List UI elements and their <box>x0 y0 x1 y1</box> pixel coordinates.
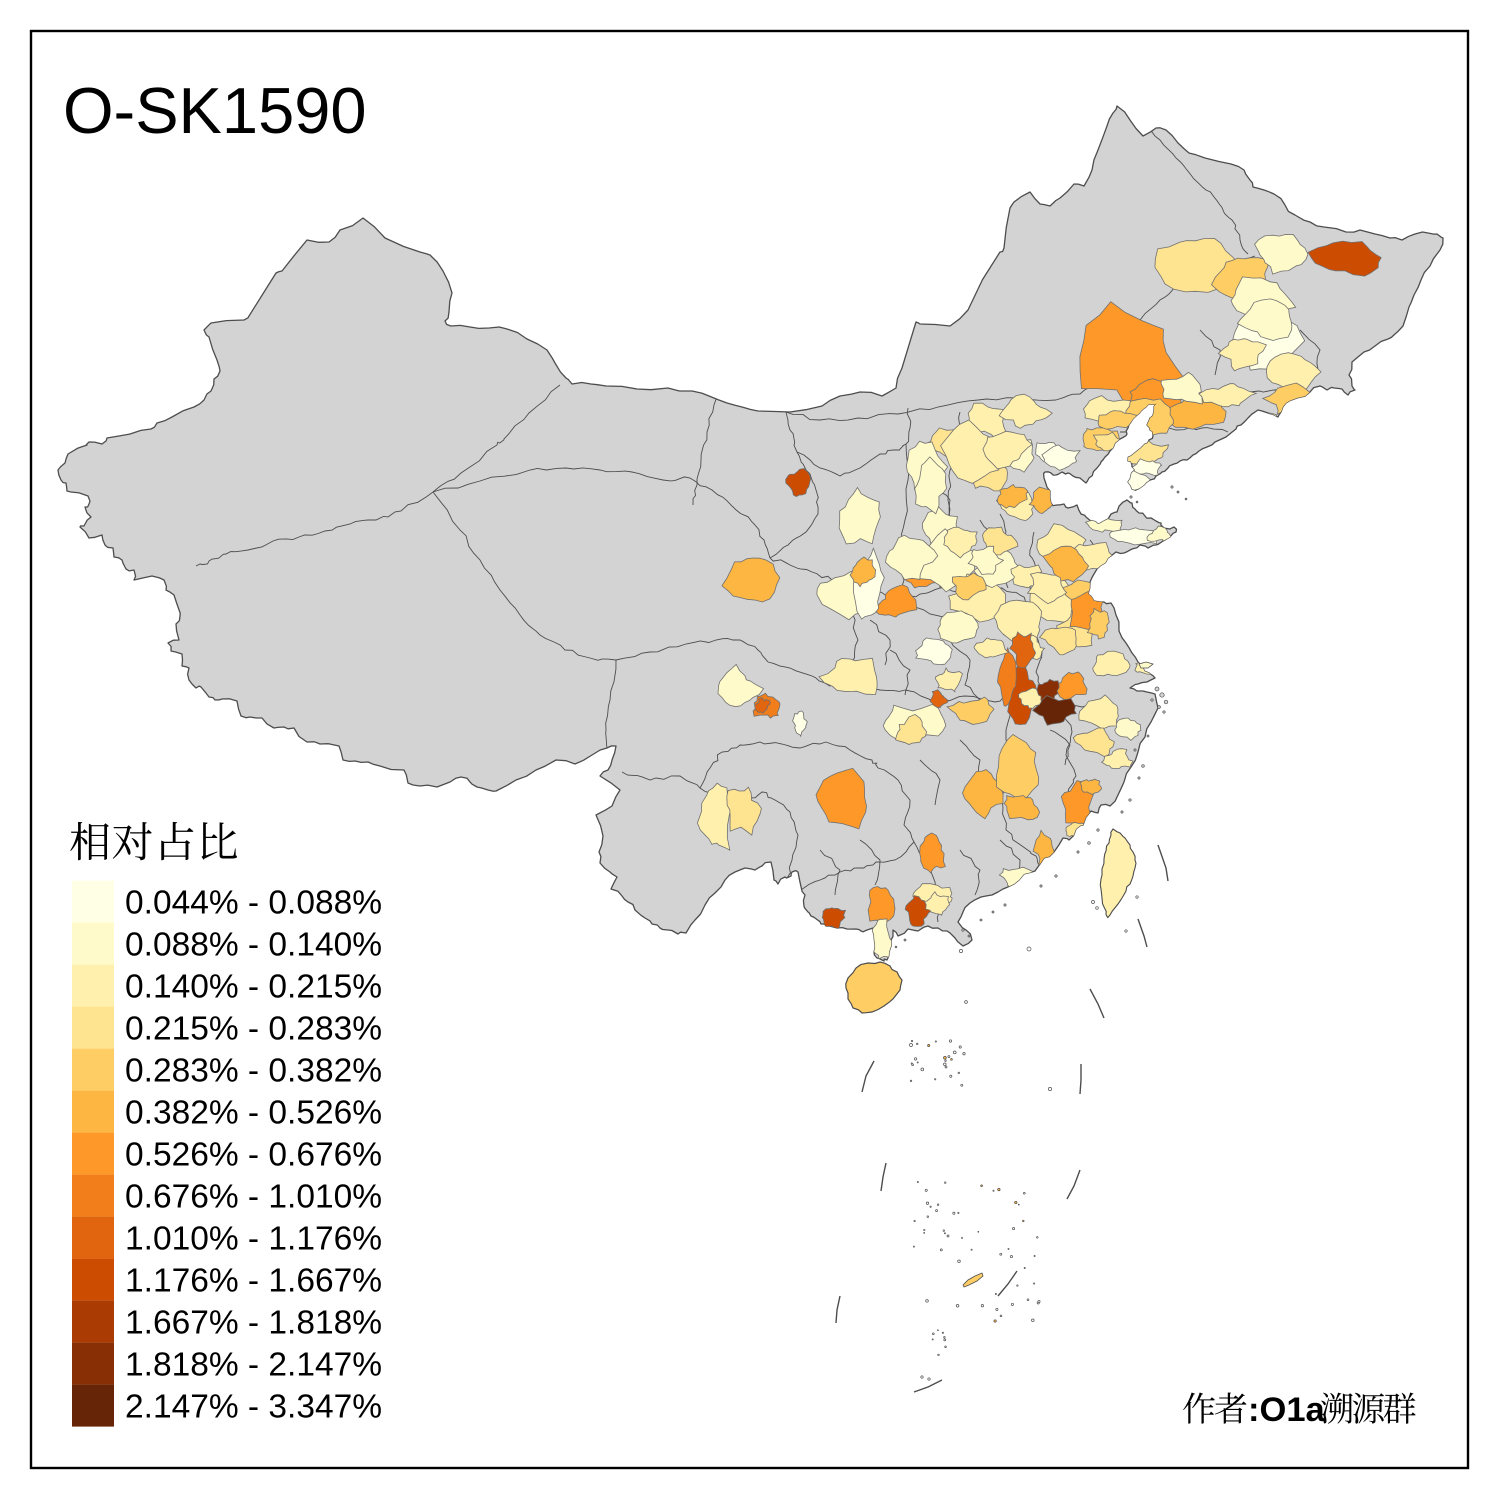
svg-text:1.010% - 1.176%: 1.010% - 1.176% <box>125 1221 382 1258</box>
svg-text:0.088% - 0.140%: 0.088% - 0.140% <box>125 927 382 964</box>
svg-text:0.382% - 0.526%: 0.382% - 0.526% <box>125 1095 382 1132</box>
svg-text:0.044% - 0.088%: 0.044% - 0.088% <box>125 885 382 922</box>
svg-text:1.818% - 2.147%: 1.818% - 2.147% <box>125 1347 382 1384</box>
svg-text:0.283% - 0.382%: 0.283% - 0.382% <box>125 1053 382 1090</box>
svg-text:1.176% - 1.667%: 1.176% - 1.667% <box>125 1263 382 1300</box>
svg-text:1.667% - 1.818%: 1.667% - 1.818% <box>125 1305 382 1342</box>
svg-text:0.140% - 0.215%: 0.140% - 0.215% <box>125 969 382 1006</box>
svg-text:0.526% - 0.676%: 0.526% - 0.676% <box>125 1137 382 1174</box>
svg-text:2.147% - 3.347%: 2.147% - 3.347% <box>125 1389 382 1426</box>
svg-text::O1a: :O1a <box>1248 1391 1326 1429</box>
svg-text:0.676% - 1.010%: 0.676% - 1.010% <box>125 1179 382 1216</box>
svg-text:O-SK1590: O-SK1590 <box>63 74 367 147</box>
svg-text:0.215% - 0.283%: 0.215% - 0.283% <box>125 1011 382 1048</box>
